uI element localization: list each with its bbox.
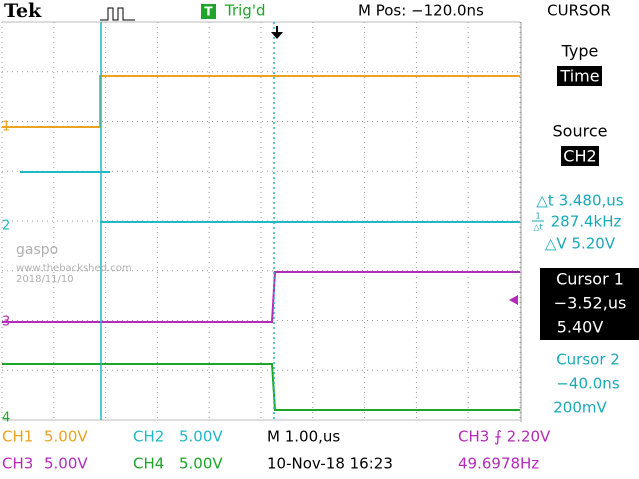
inverse-bottom: △t (533, 223, 542, 232)
source-label: Source (553, 122, 608, 141)
watermark-name: gaspo (16, 242, 58, 258)
channel-marker: 3 (2, 315, 10, 330)
datetime: 10-Nov-18 16:23 (267, 455, 393, 473)
trigger-icon-box (201, 4, 216, 19)
ch4-scale: 5.00V (179, 455, 223, 473)
trigger-frequency: 49.6978Hz (458, 455, 539, 473)
source-value: CH2 (563, 147, 596, 166)
delta-t: △t 3.480,us (536, 192, 623, 210)
cursor2-time: −40.0ns (556, 375, 619, 393)
graticule (1, 21, 521, 421)
cursor1-box (540, 268, 639, 340)
cursor2-voltage: 200mV (553, 399, 607, 417)
ch1-trace (2, 75, 520, 128)
cursor1-time: −3.52,us (554, 294, 627, 313)
trigger-position-marker (271, 26, 283, 39)
cursor2-label: Cursor 2 (556, 351, 620, 369)
frequency: 287.4kHz (551, 213, 622, 231)
trigger-setting: CH3 ⨍ 2.20V (458, 428, 551, 446)
trigger-type-icon (100, 7, 135, 21)
channel-marker: 4 (2, 411, 10, 426)
ch1-scale: 5.00V (44, 428, 88, 446)
watermark-date: 2018/11/10 (16, 274, 74, 285)
source-value-box (561, 146, 599, 166)
position: M Pos: −120.0ns (358, 2, 484, 20)
ch1-label: CH1 (2, 428, 33, 446)
type-label: Type (561, 42, 599, 61)
type-value: Time (559, 67, 599, 86)
menu-title: CURSOR (547, 2, 611, 20)
ch3-scale: 5.00V (44, 455, 88, 473)
delta-v: △V 5.20V (545, 235, 616, 253)
cursor1-voltage: 5.40V (557, 318, 604, 337)
ch4-label: CH4 (133, 455, 164, 473)
inverse-top: 1 (535, 212, 540, 221)
type-value-box (557, 66, 602, 86)
watermark-site: www.thebackshed.com (16, 263, 132, 274)
traces (2, 75, 520, 411)
trigger-status: Trig'd (224, 2, 265, 20)
status-bar: CH1 5.00V CH2 5.00V M 1.00,us CH3 ⨍ 2.20… (2, 428, 551, 473)
trigger-level-marker (509, 295, 518, 305)
cursor1-label: Cursor 1 (556, 270, 624, 289)
ch3-label: CH3 (2, 455, 33, 473)
channel-marker: 1 (2, 120, 10, 135)
ch2-label: CH2 (133, 428, 164, 446)
channel-marker: 2 (2, 219, 10, 234)
trigger-icon: T (204, 5, 213, 19)
brand: Tek (4, 0, 42, 22)
ch2-scale: 5.00V (179, 428, 223, 446)
timebase: M 1.00,us (267, 428, 340, 446)
